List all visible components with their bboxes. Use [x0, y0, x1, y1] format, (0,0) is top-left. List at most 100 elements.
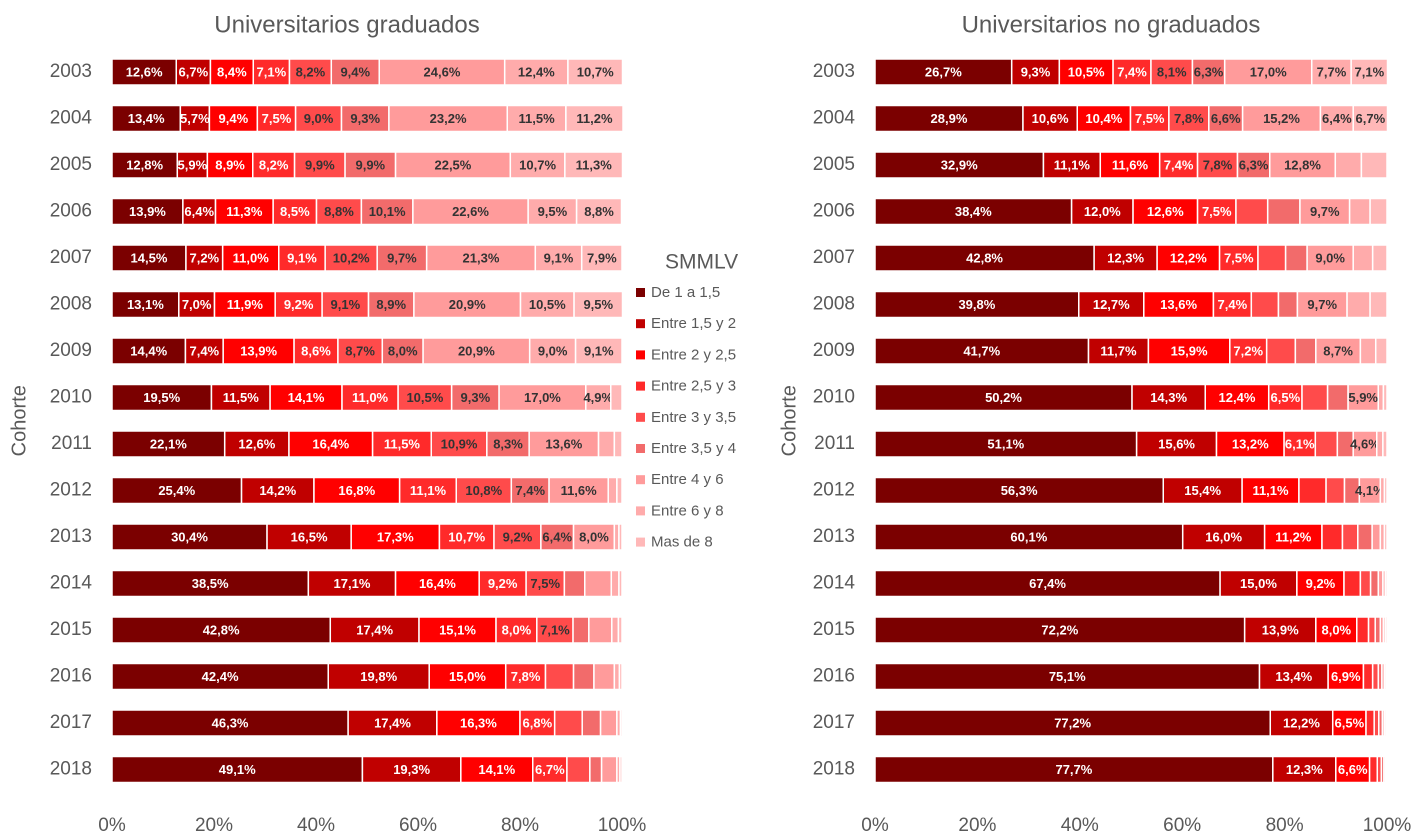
bar-segment [519, 290, 575, 319]
bar-segment [1135, 430, 1218, 458]
bar-segment [572, 616, 590, 644]
data-label: 10,7% [448, 529, 485, 544]
data-label: 22,6% [452, 204, 489, 219]
bar-segment [1266, 197, 1301, 226]
bar-segment [1374, 616, 1382, 644]
legend-swatch [636, 506, 645, 516]
bar-segment [1368, 755, 1379, 784]
data-label: 6,4% [1322, 111, 1352, 126]
data-label: 12,0% [1084, 204, 1121, 219]
bar-segment [1369, 197, 1388, 226]
legend-swatch [636, 350, 645, 360]
bar-segment [1315, 337, 1362, 365]
bar-segment [1162, 476, 1243, 505]
data-label: 7,8% [1203, 157, 1233, 172]
bar-segment [111, 383, 213, 412]
bar-segment [593, 662, 616, 691]
bar-segment [1334, 151, 1363, 179]
bar-segment [874, 662, 1261, 691]
bar-segment [1294, 337, 1317, 365]
bar-segment [1357, 523, 1373, 551]
data-label: 10,8% [465, 483, 502, 498]
y-tick-label: 2017 [813, 712, 855, 733]
data-label: 7,4% [515, 483, 545, 498]
chart-title: Universitarios graduados [214, 11, 479, 38]
data-label: 11,2% [1275, 529, 1312, 544]
bar-segment [619, 755, 623, 784]
bar-segment [588, 616, 613, 644]
legend-label: De 1 a 1,5 [651, 284, 720, 301]
data-label: 7,9% [587, 250, 617, 265]
bar-segment [553, 709, 583, 737]
data-label: 8,8% [324, 204, 354, 219]
bar-segment [874, 337, 1090, 365]
data-label: 13,2% [1232, 436, 1269, 451]
bar-segment [1265, 337, 1297, 365]
data-label: 9,2% [488, 576, 518, 591]
data-label: 6,6% [1338, 762, 1368, 777]
data-label: 9,5% [583, 297, 613, 312]
bar-segment [1352, 104, 1389, 133]
bar-segment [1385, 709, 1388, 737]
bar-segment [1229, 337, 1268, 365]
x-tick-label: 60% [1163, 815, 1201, 836]
bar-segment [574, 337, 623, 365]
data-label: 7,5% [262, 111, 292, 126]
bar-segment [1298, 476, 1327, 505]
y-tick-label: 2010 [50, 387, 92, 408]
bar-segment [1377, 383, 1385, 412]
bar-segment [1374, 337, 1388, 365]
data-label: 19,5% [143, 390, 180, 405]
bar-segment [1384, 616, 1388, 644]
y-tick-label: 2011 [51, 433, 92, 454]
data-label: 9,7% [1307, 297, 1337, 312]
bar-segment [256, 104, 297, 133]
y-tick-label: 2005 [50, 154, 92, 175]
data-label: 8,0% [1321, 622, 1351, 637]
data-label: 11,1% [1054, 157, 1091, 172]
bar-segment [213, 290, 276, 319]
bar-segment [450, 383, 500, 412]
data-label: 14,5% [131, 250, 168, 265]
bar-segment [1315, 616, 1358, 644]
data-label: 9,7% [1310, 204, 1340, 219]
data-label: 9,1% [331, 297, 361, 312]
bar-segment [874, 244, 1095, 272]
data-label: 9,3% [1021, 64, 1051, 79]
data-label: 10,5% [1068, 64, 1105, 79]
data-label: 7,4% [1164, 157, 1194, 172]
data-label: 13,4% [128, 111, 165, 126]
data-label: 9,2% [284, 297, 314, 312]
data-label: 72,2% [1041, 622, 1078, 637]
bar-segment [544, 662, 575, 691]
bar-segment [1272, 755, 1337, 784]
data-label: 7,0% [182, 297, 212, 312]
bar-segment [874, 430, 1138, 458]
x-tick-label: 20% [958, 815, 996, 836]
bar-segment [1212, 290, 1253, 319]
data-label: 9,4% [219, 111, 249, 126]
data-label: 6,3% [1239, 157, 1269, 172]
legend-label: Entre 1,5 y 2 [651, 315, 736, 332]
x-tick-label: 100% [598, 815, 647, 836]
bar-segment [540, 523, 575, 551]
bar-segment [378, 58, 506, 86]
data-label: 77,7% [1055, 762, 1092, 777]
data-label: 16,4% [312, 436, 349, 451]
bar-segment [580, 244, 623, 272]
y-tick-label: 2008 [813, 294, 855, 315]
y-tick-label: 2013 [50, 526, 92, 547]
bar-segment [503, 58, 569, 86]
x-tick-label: 80% [1266, 815, 1304, 836]
data-label: 5,9% [178, 157, 208, 172]
data-label: 6,4% [542, 529, 572, 544]
bar-segment [321, 290, 370, 319]
bar-segment [208, 104, 259, 133]
bar-segment [337, 337, 384, 365]
bar-segment [347, 709, 438, 737]
data-label: 23,2% [430, 111, 467, 126]
bar-segment [307, 569, 397, 598]
data-label: 13,6% [545, 436, 582, 451]
data-label: 10,9% [441, 436, 478, 451]
